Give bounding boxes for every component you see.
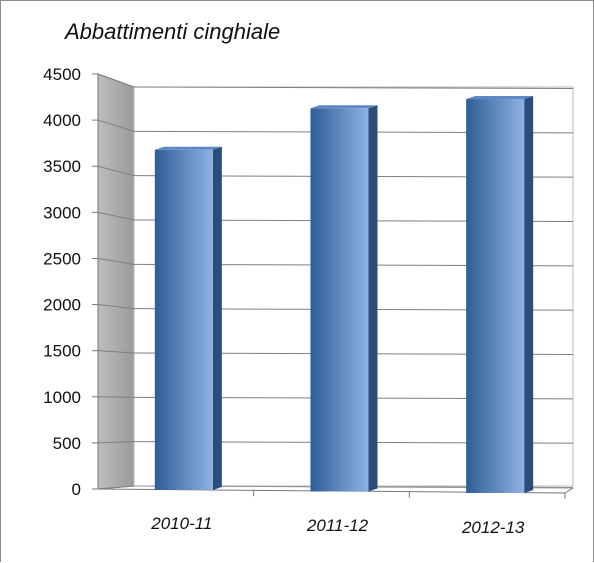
bar: [310, 105, 378, 492]
bar-front: [466, 99, 525, 494]
bar: [154, 146, 222, 490]
y-tick-label: 500: [53, 434, 81, 453]
floor-right-edge: [564, 487, 574, 494]
bar-top: [310, 105, 378, 109]
bar-side: [212, 146, 222, 490]
y-tick-label: 3500: [43, 157, 81, 176]
gridline-depth: [97, 441, 135, 444]
bar-side: [368, 105, 378, 492]
gridline-depth: [97, 165, 135, 177]
bar-top: [154, 146, 222, 150]
y-tick-label: 2500: [43, 249, 81, 268]
gridline-depth: [97, 211, 135, 221]
gridline-depth: [97, 304, 135, 310]
y-tick-label: 2000: [43, 296, 81, 315]
gridline-depth: [97, 350, 135, 354]
y-tick-label: 3000: [43, 203, 81, 222]
gridline-depth: [97, 119, 135, 132]
gridline-depth: [97, 257, 135, 265]
y-tick-label: 1500: [43, 342, 81, 361]
x-category-label: 2012-13: [461, 518, 525, 537]
gridline: [133, 86, 574, 89]
x-category-label: 2011-12: [306, 516, 369, 535]
bar-side: [524, 96, 534, 494]
bar-front: [154, 149, 213, 490]
chart-title: Abbattimenti cinghiale: [65, 19, 281, 44]
bar-top: [466, 96, 534, 100]
y-tick-label: 1000: [43, 388, 81, 407]
gridline-depth: [97, 396, 135, 398]
x-category-label: 2010-11: [150, 514, 212, 533]
y-tick-label: 4000: [43, 111, 81, 130]
y-tick-label: 0: [72, 480, 81, 499]
y-tick-label: 4500: [43, 65, 81, 84]
bar-front: [310, 108, 369, 492]
gridline-depth: [97, 485, 135, 490]
bar: [466, 96, 534, 494]
gridline-depth: [97, 73, 135, 88]
side-wall: [97, 73, 135, 490]
